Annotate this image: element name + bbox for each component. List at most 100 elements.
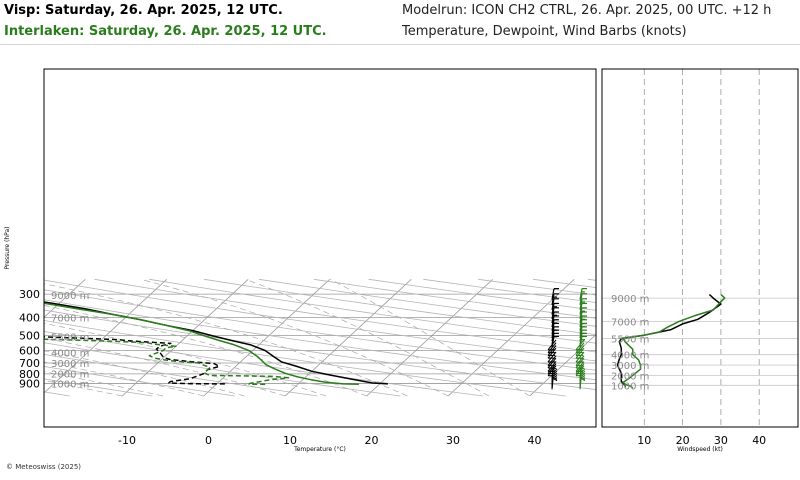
windspeed-altitude-label: 7000 m [611,318,649,329]
barb-staff [579,323,583,335]
wind-barb [547,355,557,367]
windspeed-altitude-label: 1000 m [611,381,649,392]
moist-adiabat [44,371,164,397]
dry-adiabat [94,278,596,353]
windspeed-altitude-label: 9000 m [611,294,649,305]
dry-adiabat [44,378,153,397]
windspeed-axis-title: Windspeed (kt) [677,446,723,453]
barb-staff [579,303,583,315]
barb-staff [547,342,557,354]
barb-flag [552,377,558,382]
barb-staff [547,361,557,372]
skewt-series [44,301,388,386]
sounding-temperature-line [44,302,359,386]
windspeed-altitude-label: 2000 m [611,371,649,382]
barb-staff [575,345,585,356]
barb-flag [580,368,586,373]
pressure-tick-label: 600 [19,344,40,357]
wind-barb [579,311,587,324]
windspeed-frame [601,68,799,428]
isotherm-line [0,279,4,396]
wind-barb [575,357,585,369]
barb-staff [575,355,585,366]
barb-flag [552,376,558,380]
windspeed-line [622,293,726,389]
wind-barb [551,307,559,319]
station-secondary-title: Interlaken: Saturday, 26. Apr. 2025, 12 … [4,24,327,39]
barb-staff [579,319,583,331]
barb-flag [552,368,558,373]
windspeed-tick-label: 20 [676,434,690,447]
barb-staff [579,315,583,328]
isotherm-line [44,279,86,319]
temperature-tick-label: 0 [205,434,212,447]
barb-staff [579,293,583,305]
wind-barb [547,351,557,363]
dry-adiabat [149,278,596,344]
altitude-label: 9000 m [51,291,89,302]
windspeed-altitude-label: 5500 m [611,334,649,345]
wind-barb [551,311,559,324]
dry-adiabat [44,366,236,397]
pressure-tick-label: 400 [19,312,40,325]
wind-barb [551,298,559,310]
altitude-label: 5500 m [51,332,89,343]
wind-barb [551,315,559,328]
pressure-tick-label: 700 [19,357,40,370]
variables-label: Temperature, Dewpoint, Wind Barbs (knots… [402,24,687,39]
barb-staff [551,303,555,315]
moist-adiabat [140,278,449,397]
dry-adiabat [44,289,596,371]
barb-staff [551,288,555,300]
windspeed-altitude-label: 4000 m [611,351,649,362]
sounding-temperature-line [44,301,388,385]
wind-barb [547,345,557,356]
wind-barb [551,293,559,305]
barb-staff [551,323,555,335]
isotherm-line [366,279,493,397]
moist-adiabat [245,278,490,397]
windspeed-grid [602,69,798,427]
wind-barb [551,326,559,338]
dry-adiabat [44,320,566,397]
pressure-tick-label: 900 [19,377,40,390]
dry-adiabat [44,279,596,362]
barb-staff [575,342,585,354]
isotherm-line [529,334,596,397]
wind-barb [579,307,587,319]
barb-staff [551,311,555,324]
barb-staff [579,288,583,300]
sounding-dewpoint-line [44,338,290,386]
wind-barb [575,351,585,363]
dry-adiabat [44,299,596,381]
skewt-grid [0,278,800,397]
temperature-tick-label: 20 [365,434,379,447]
isotherm-line [693,279,800,396]
barb-staff [547,351,557,363]
station-primary-title: Visp: Saturday, 26. Apr. 2025, 12 UTC. [4,3,283,18]
barb-staff [579,298,583,310]
altitude-label: 1000 m [51,379,89,390]
moist-adiabat [44,283,408,397]
barb-staff [547,357,557,369]
barb-staff [575,351,585,363]
altitude-label: 3000 m [51,359,89,370]
altitude-label: 2000 m [51,369,89,380]
pressure-tick-label: 800 [19,368,40,381]
wind-barb [551,319,559,331]
temperature-tick-label: 30 [446,434,460,447]
wind-barb [575,355,585,367]
dry-adiabat [533,278,596,288]
moist-adiabat [44,350,245,397]
barb-staff [575,357,585,369]
pressure-tick-label: 500 [19,330,40,343]
temperature-tick-label: 10 [283,434,297,447]
barb-flag [580,377,586,382]
wind-barb [579,315,587,328]
barb-staff [579,326,583,338]
dry-adiabat [44,353,318,397]
wind-barb [575,345,585,356]
barb-staff [551,319,555,331]
